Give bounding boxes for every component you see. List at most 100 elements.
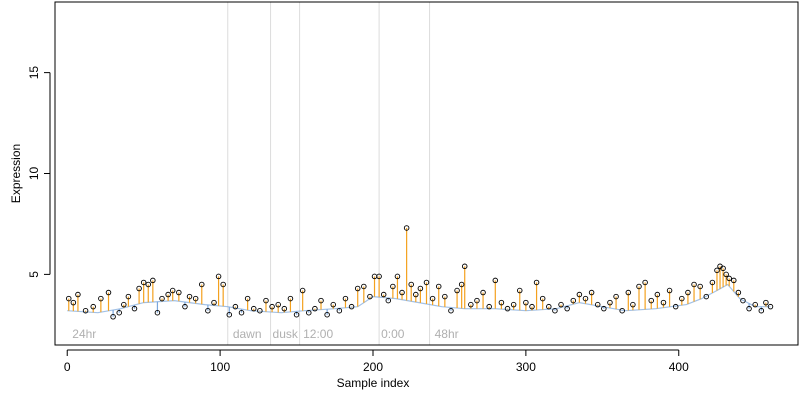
data-point [642, 279, 648, 286]
data-point [121, 301, 127, 308]
data-point [468, 301, 474, 308]
data-point [486, 303, 492, 310]
data-point [390, 283, 396, 290]
data-point [376, 273, 382, 280]
data-point [731, 277, 737, 284]
data-point [403, 225, 410, 231]
data-point [269, 303, 275, 310]
data-point [145, 281, 152, 288]
data-point [367, 293, 373, 300]
data-point [691, 281, 697, 288]
data-point [709, 279, 716, 286]
data-points [66, 225, 774, 320]
data-point [417, 285, 424, 292]
data-point [192, 295, 199, 302]
data-point [136, 285, 142, 292]
data-point [461, 263, 468, 270]
data-point [758, 307, 765, 314]
x-axis: 0 100 200 300 400 [64, 349, 689, 374]
data-point [474, 297, 480, 304]
data-point [636, 283, 642, 290]
data-point [582, 295, 589, 302]
data-point [140, 279, 147, 286]
data-point [752, 301, 758, 308]
data-point [238, 309, 245, 316]
data-point [564, 305, 570, 312]
plot-frame [54, 1, 799, 346]
data-point [480, 289, 486, 296]
data-point [576, 291, 583, 298]
data-point [354, 285, 361, 292]
data-point [380, 291, 387, 298]
data-point [429, 295, 436, 302]
data-point [182, 303, 188, 310]
data-point [539, 295, 546, 302]
region-boundaries [227, 2, 431, 345]
data-point [318, 297, 324, 304]
data-point [385, 297, 392, 304]
data-point [215, 273, 222, 280]
data-point [625, 289, 632, 296]
data-point [348, 303, 355, 310]
data-point [533, 279, 540, 286]
data-point [82, 307, 89, 314]
data-point [552, 307, 558, 314]
data-point [529, 303, 535, 310]
region-label: 0:00 [381, 327, 405, 341]
region-label: 12:00 [303, 327, 333, 341]
data-point [125, 293, 132, 300]
x-tick-label: 0 [64, 360, 71, 374]
data-point [169, 287, 176, 294]
data-point [399, 289, 405, 296]
data-point [613, 293, 619, 300]
data-point [257, 307, 263, 314]
data-point [666, 287, 673, 294]
data-point [672, 303, 679, 310]
data-point [90, 303, 96, 310]
data-point [211, 299, 217, 306]
x-tick-label: 300 [516, 360, 536, 374]
data-point [714, 267, 720, 274]
data-point [523, 299, 529, 306]
data-point [70, 299, 77, 306]
data-point [312, 305, 318, 312]
data-point [492, 277, 499, 284]
data-point [517, 287, 523, 294]
data-point [546, 303, 552, 310]
data-point [186, 293, 193, 300]
data-point [306, 309, 312, 316]
data-point [423, 279, 430, 286]
data-point [510, 301, 517, 308]
data-point [594, 301, 601, 308]
data-point [330, 301, 336, 308]
data-point [654, 291, 661, 298]
region-label: 48hr [435, 327, 459, 341]
data-point [263, 297, 269, 304]
data-point [324, 311, 330, 318]
data-point [679, 295, 685, 302]
data-point [454, 287, 460, 294]
data-point [361, 283, 367, 290]
data-point [275, 301, 281, 308]
data-point [504, 305, 511, 312]
data-point [735, 289, 742, 296]
x-tick-label: 200 [363, 360, 383, 374]
x-axis-title: Sample index [337, 376, 410, 390]
data-point [105, 289, 112, 296]
data-point [154, 309, 161, 316]
x-tick-label: 100 [210, 360, 230, 374]
data-point [199, 281, 205, 288]
data-point [726, 275, 732, 282]
data-point [498, 299, 505, 306]
data-point [685, 289, 691, 296]
data-point [250, 305, 257, 312]
data-point [607, 299, 613, 306]
data-point [630, 301, 636, 308]
data-point [394, 273, 401, 280]
region-label: dawn [233, 327, 262, 341]
data-point [281, 305, 288, 312]
data-point [660, 299, 667, 306]
data-point [159, 295, 165, 302]
data-point [697, 283, 703, 290]
